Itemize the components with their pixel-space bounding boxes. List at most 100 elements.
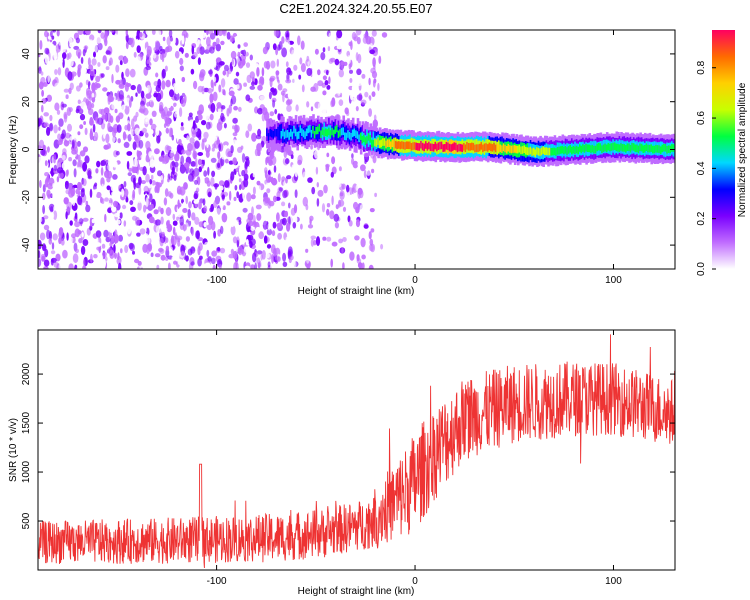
heatmap-cell bbox=[326, 108, 332, 114]
heatmap-band-cell bbox=[598, 142, 601, 151]
heatmap-band-cell bbox=[445, 142, 449, 150]
heatmap-cell bbox=[153, 63, 159, 70]
heatmap-cell bbox=[153, 47, 159, 52]
heatmap-cell bbox=[40, 127, 43, 137]
heatmap-cell bbox=[90, 253, 93, 263]
heatmap-band-cell bbox=[588, 144, 592, 153]
heatmap-band-cell bbox=[374, 138, 377, 147]
heatmap-cell bbox=[207, 135, 214, 145]
heatmap-cell bbox=[94, 131, 99, 142]
heatmap-cell bbox=[121, 71, 124, 80]
heatmap-cell bbox=[63, 197, 69, 205]
heatmap-cell bbox=[165, 127, 169, 134]
heatmap-band-cell bbox=[580, 145, 584, 154]
heatmap-cell bbox=[314, 48, 319, 55]
heatmap-cell bbox=[179, 57, 184, 66]
heatmap-cell bbox=[297, 30, 302, 36]
heatmap-cell bbox=[94, 188, 98, 195]
heatmap-cell bbox=[187, 39, 194, 44]
heatmap-cell bbox=[259, 76, 265, 84]
heatmap-cell bbox=[219, 185, 224, 191]
heatmap-cell bbox=[365, 169, 371, 176]
heatmap-cell bbox=[256, 67, 260, 77]
heatmap-cell bbox=[324, 80, 329, 86]
heatmap-cell bbox=[89, 147, 94, 157]
heatmap-band-cell bbox=[504, 144, 507, 153]
heatmap-cell bbox=[220, 40, 225, 46]
heatmap-band-cell bbox=[539, 148, 542, 157]
heatmap-cell bbox=[316, 198, 320, 207]
heatmap-cell bbox=[203, 205, 208, 213]
heatmap-cell bbox=[121, 104, 126, 111]
heatmap-cell bbox=[281, 47, 287, 58]
heatmap-cell bbox=[374, 192, 377, 198]
heatmap-cell bbox=[125, 134, 128, 139]
heatmap-cell bbox=[124, 105, 130, 115]
heatmap-band-cell bbox=[478, 143, 482, 152]
heatmap-cell bbox=[337, 199, 342, 208]
heatmap-cell bbox=[206, 30, 209, 36]
heatmap-cell bbox=[181, 250, 185, 256]
heatmap-cell bbox=[333, 213, 340, 222]
heatmap-cell bbox=[108, 228, 115, 233]
heatmap-cell bbox=[58, 118, 64, 127]
heatmap-cell bbox=[61, 46, 66, 53]
heatmap-cell bbox=[56, 167, 63, 174]
heatmap-cell bbox=[350, 40, 353, 51]
heatmap-cell bbox=[115, 64, 120, 73]
heatmap-cell bbox=[223, 141, 229, 147]
heatmap-cell bbox=[61, 93, 65, 102]
heatmap-cell bbox=[298, 256, 302, 263]
heatmap-cell bbox=[372, 79, 376, 88]
heatmap-band-cell bbox=[439, 141, 442, 150]
heatmap-cell bbox=[76, 266, 81, 269]
heatmap-cell bbox=[75, 37, 80, 44]
heatmap-band-cell bbox=[364, 137, 368, 145]
heatmap-cell bbox=[272, 179, 278, 186]
heatmap-band-cell bbox=[459, 143, 463, 152]
heatmap-cell bbox=[165, 245, 170, 252]
heatmap-band-cell bbox=[425, 141, 428, 149]
heatmap-cell bbox=[338, 99, 344, 106]
heatmap-cell bbox=[217, 151, 221, 159]
heatmap-band-cell bbox=[307, 127, 311, 141]
heatmap-cell bbox=[89, 68, 96, 77]
heatmap-cell bbox=[112, 160, 118, 168]
heatmap-cell bbox=[226, 31, 231, 40]
heatmap-cell bbox=[356, 36, 361, 45]
heatmap-band-cell bbox=[464, 144, 468, 152]
heatmap-cell bbox=[285, 79, 292, 84]
heatmap-cell bbox=[174, 50, 180, 59]
heatmap-cell bbox=[39, 179, 42, 189]
heatmap-cell bbox=[190, 161, 197, 167]
heatmap-cell bbox=[48, 69, 54, 76]
heatmap-cell bbox=[216, 208, 221, 215]
heatmap-cell bbox=[56, 187, 59, 195]
heatmap-cell bbox=[163, 91, 167, 97]
heatmap-band-cell bbox=[309, 124, 312, 133]
heatmap-cell bbox=[109, 95, 115, 102]
heatmap-band-cell bbox=[537, 147, 541, 156]
colorbar-tick-label: 0.4 bbox=[696, 161, 707, 175]
snr-line bbox=[38, 334, 675, 569]
heatmap-cell bbox=[108, 199, 113, 204]
heatmap-band-cell bbox=[329, 130, 333, 138]
heatmap-band-cell bbox=[274, 129, 277, 137]
heatmap-band-cell bbox=[518, 144, 522, 153]
heatmap-band-cell bbox=[301, 128, 304, 136]
heatmap-cell bbox=[199, 69, 206, 77]
heatmap-cell bbox=[67, 71, 73, 81]
heatmap-cell bbox=[168, 262, 171, 269]
heatmap-cell bbox=[154, 148, 160, 155]
heatmap-band-cell bbox=[671, 144, 674, 152]
heatmap-cell bbox=[108, 143, 111, 149]
heatmap-cell bbox=[228, 253, 235, 259]
heatmap-band-cell bbox=[371, 139, 374, 148]
heatmap-cell bbox=[45, 177, 49, 183]
heatmap-band-cell bbox=[515, 145, 519, 154]
heatmap-cell bbox=[132, 215, 138, 221]
heatmap-band-cell bbox=[356, 131, 360, 139]
heatmap-cell bbox=[282, 190, 288, 199]
heatmap-cell bbox=[182, 208, 188, 213]
heatmap-cell bbox=[199, 33, 206, 39]
